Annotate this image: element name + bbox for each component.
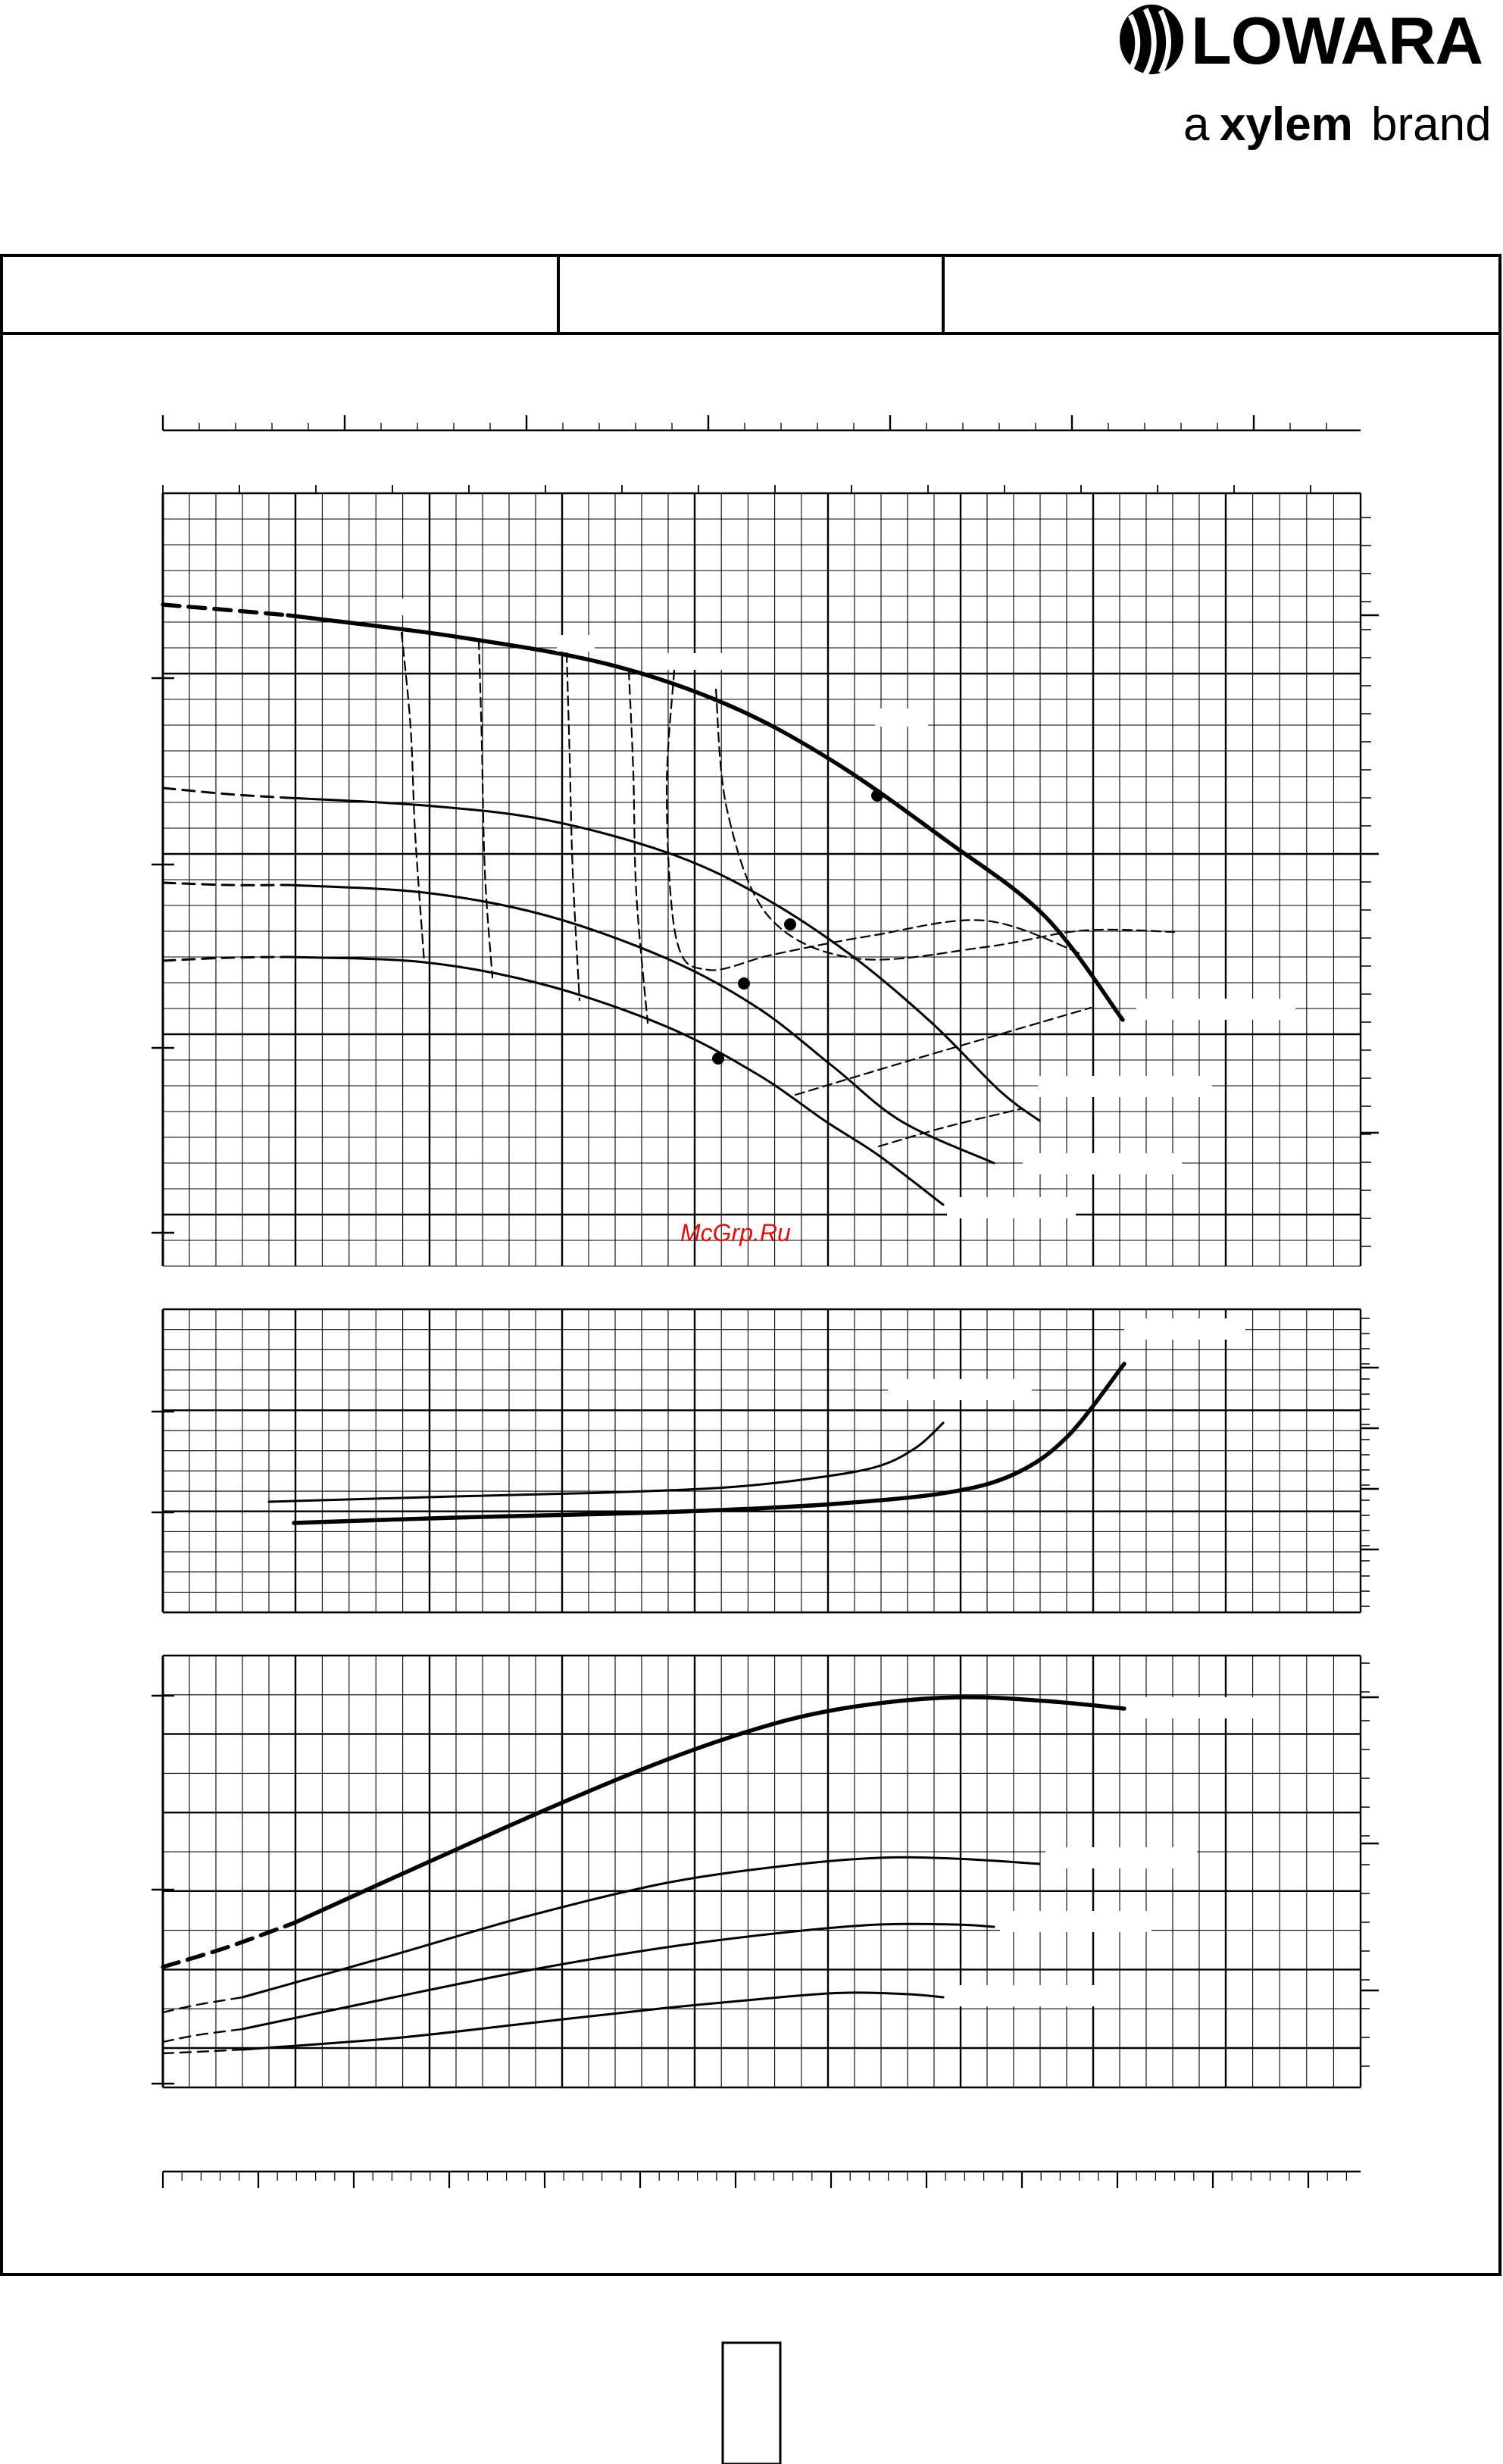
head-curve-2-ext xyxy=(161,786,289,799)
head-efficiency-isolines xyxy=(400,631,1176,1148)
curve-label-box xyxy=(1136,999,1295,1020)
watermark: McGrp.Ru xyxy=(680,1219,791,1246)
power-chart-grid xyxy=(152,1654,1379,2089)
duty-point xyxy=(738,977,750,990)
brand-tagline-a: a xyxy=(1183,98,1210,151)
curve-label-box xyxy=(1124,1318,1245,1340)
power-curve-2-ext xyxy=(161,1996,244,2014)
curve-label-box xyxy=(1045,1847,1197,1868)
curve-label-box xyxy=(947,1197,1076,1218)
power-curve-2 xyxy=(241,1856,1041,1999)
page-frame xyxy=(0,254,1501,2276)
npsh-curves xyxy=(267,1362,1126,1525)
power-curve-3-ext xyxy=(161,2028,244,2043)
curve-label-box xyxy=(1023,1153,1182,1174)
head-curve-labels xyxy=(388,599,1295,1218)
power-curve-labels xyxy=(951,1697,1265,2006)
npsh-chart-grid xyxy=(152,1308,1379,1614)
curve-label-box xyxy=(875,708,928,727)
curve-label-box xyxy=(644,653,727,670)
head-curve-bold xyxy=(286,613,1125,1022)
duty-point xyxy=(784,918,796,930)
head-dashed-extensions xyxy=(161,602,290,962)
head-duty-points xyxy=(712,790,883,1065)
power-curve-bold-ext xyxy=(161,1921,296,1969)
brand-tagline-xylem: xylem xyxy=(1220,98,1353,151)
duty-point xyxy=(871,790,883,802)
power-curve-3 xyxy=(241,1922,995,2031)
head-curve-2 xyxy=(286,796,1041,1122)
head-curve-4 xyxy=(286,955,945,1206)
brand-block: LOWARA a xylem brand xyxy=(1120,3,1492,151)
brand-tagline-brand: brand xyxy=(1371,98,1492,151)
head-curves xyxy=(286,613,1125,1206)
efficiency-isoline xyxy=(794,1006,1092,1096)
curve-label-box xyxy=(388,599,418,615)
power-curve-bold xyxy=(292,1695,1126,1925)
head-chart-grid xyxy=(152,492,1379,1267)
page-number-box xyxy=(721,2341,782,2464)
curve-label-box xyxy=(1136,1697,1265,1718)
curve-label-box xyxy=(1000,1911,1151,1932)
npsh-curve-labels xyxy=(888,1318,1245,1400)
curve-label-box xyxy=(557,635,595,652)
bottom-secondary-axis xyxy=(161,2170,1361,2188)
head-curve-3-ext xyxy=(161,881,289,886)
lowara-drop-icon xyxy=(1120,5,1183,76)
top-secondary-axis xyxy=(161,415,1361,493)
efficiency-isoline xyxy=(477,639,494,979)
power-curve-4 xyxy=(241,1991,945,2051)
efficiency-isoline xyxy=(400,631,426,964)
head-curve-bold-ext xyxy=(161,602,290,618)
efficiency-isoline xyxy=(627,669,649,1024)
head-curve-4-ext xyxy=(161,955,289,962)
npsh-curve-bold xyxy=(292,1362,1126,1525)
npsh-curve-thin xyxy=(267,1421,945,1503)
efficiency-isoline xyxy=(665,669,1085,971)
efficiency-isoline xyxy=(877,1107,1024,1148)
brand-name: LOWARA xyxy=(1191,3,1483,78)
power-curve-4-ext xyxy=(161,2048,244,2055)
duty-point xyxy=(712,1052,724,1065)
curve-label-box xyxy=(951,1985,1102,2006)
curve-label-box xyxy=(888,1379,1032,1400)
efficiency-isoline xyxy=(565,652,581,1002)
efficiency-isoline xyxy=(714,688,1176,961)
curve-label-box xyxy=(1038,1076,1212,1097)
power-curves xyxy=(161,1695,1126,2055)
head-curve-3 xyxy=(286,883,995,1165)
